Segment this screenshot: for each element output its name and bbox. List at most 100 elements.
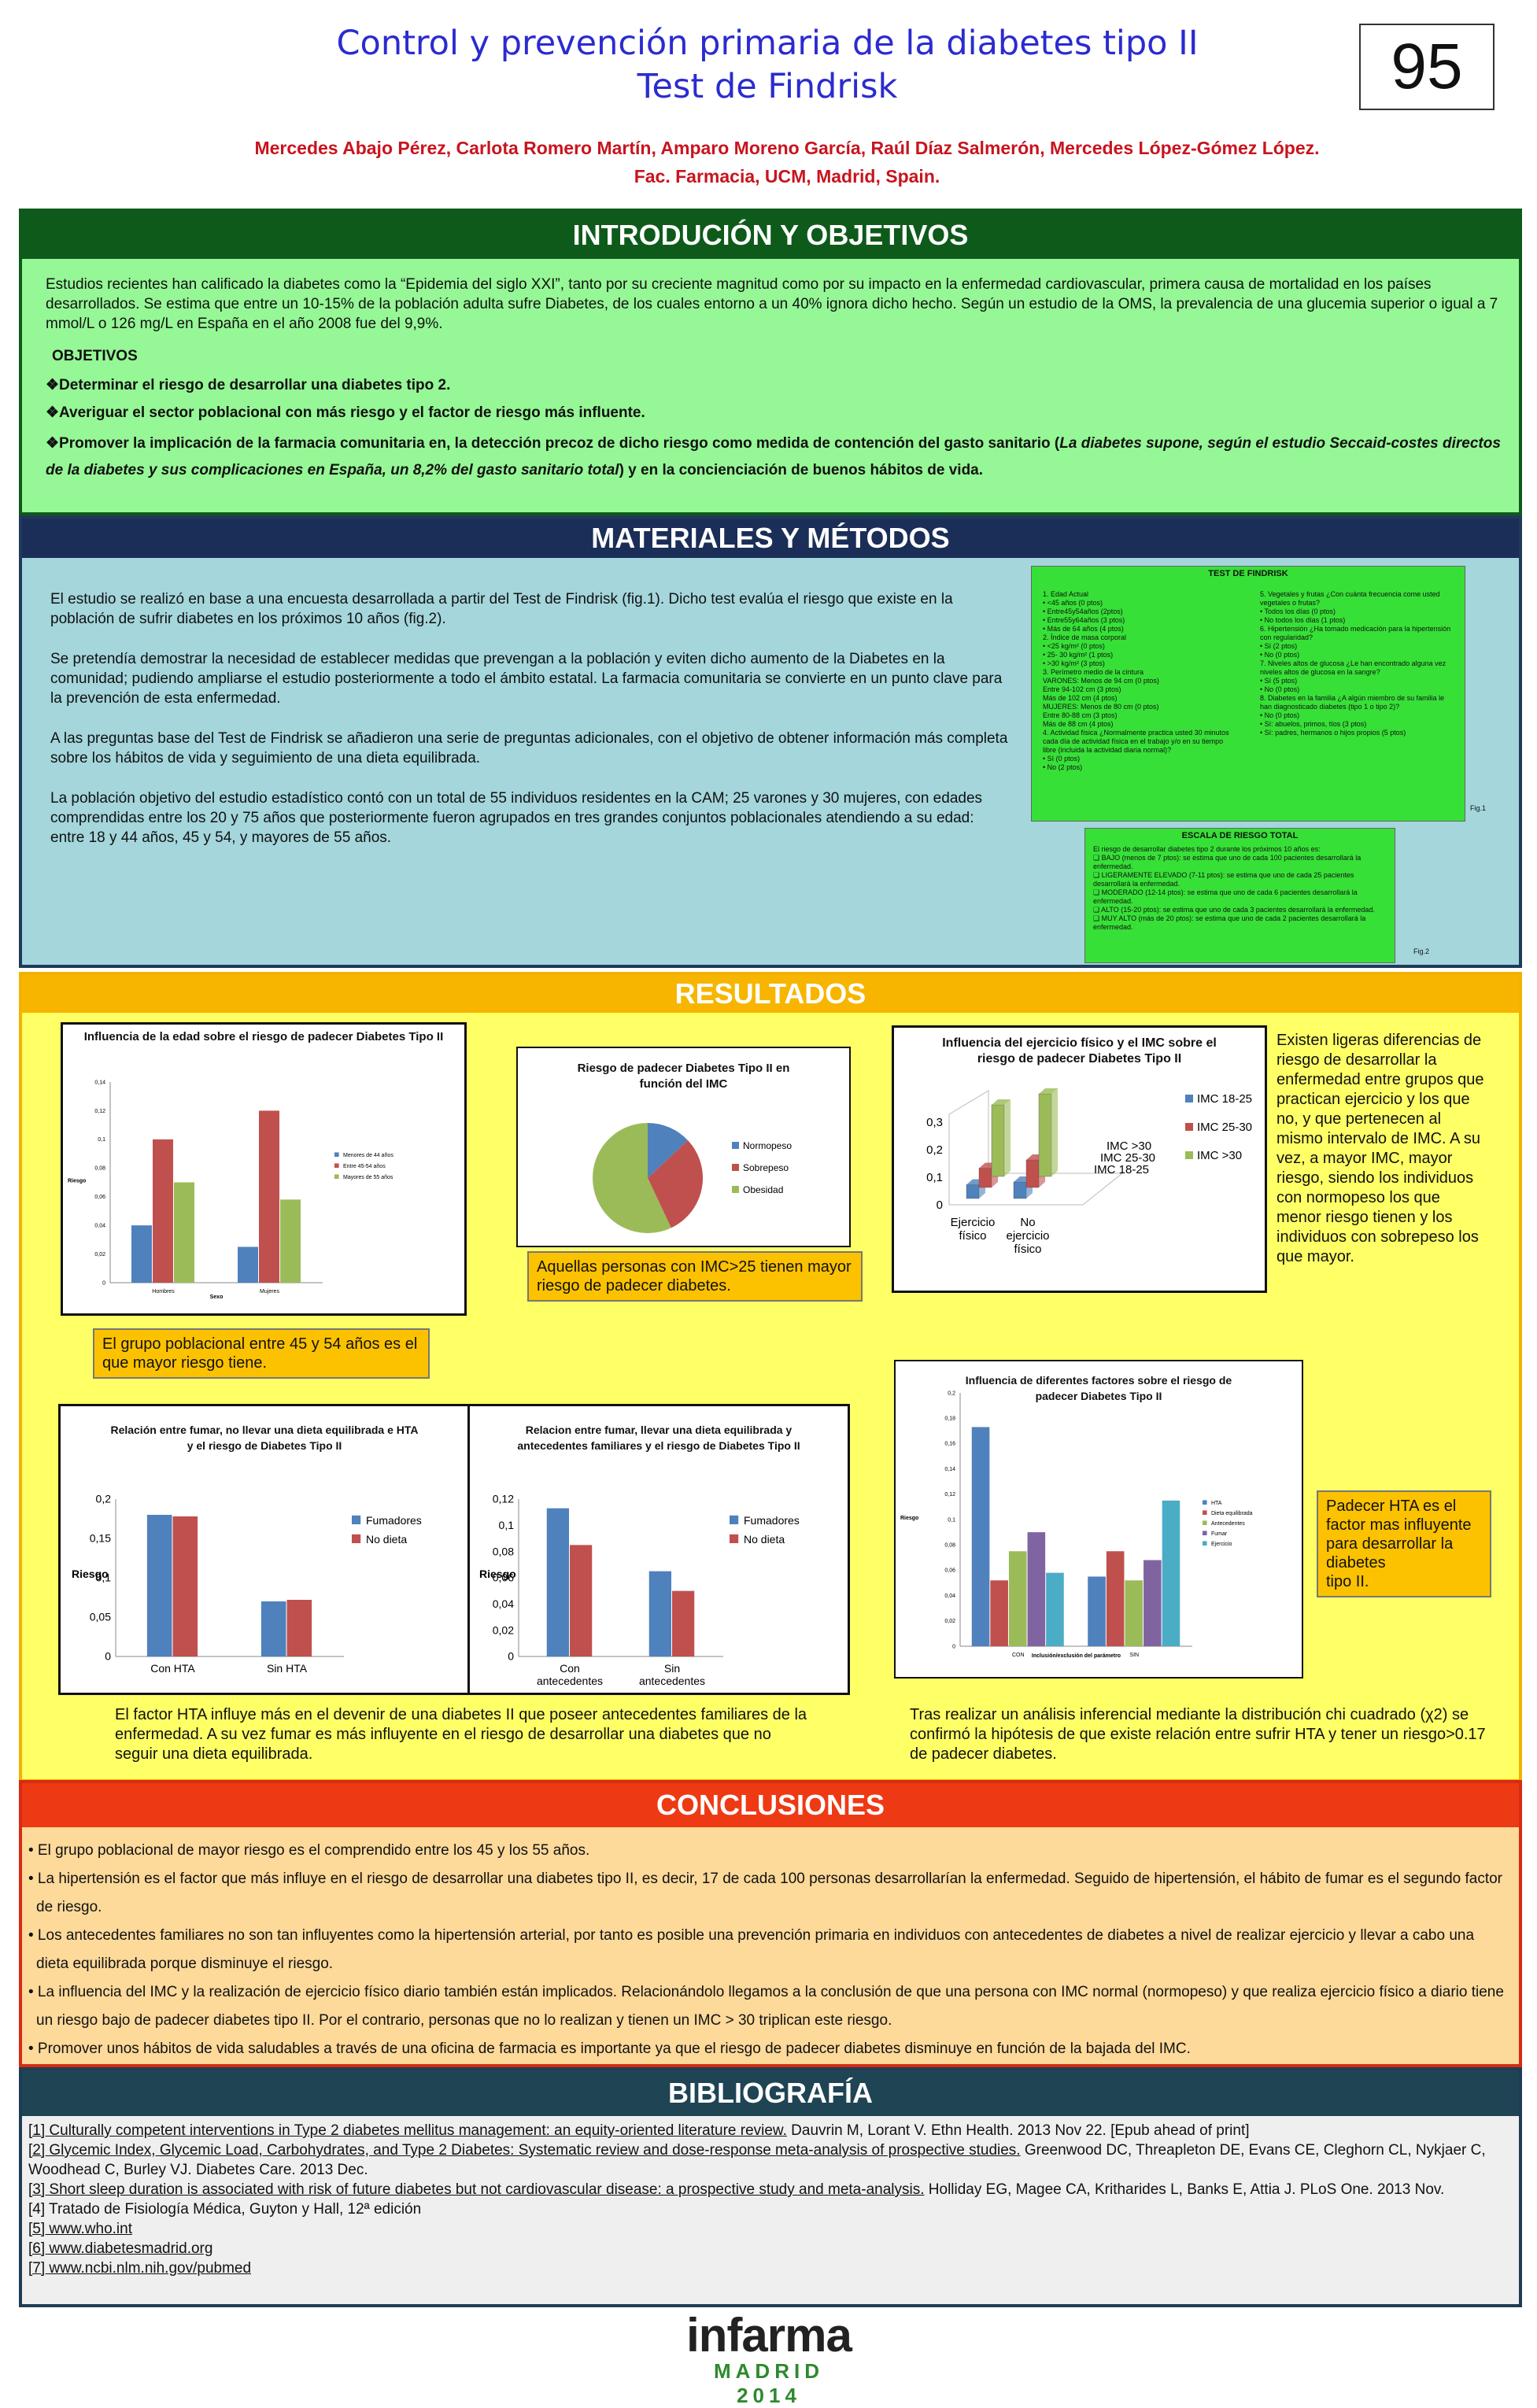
- chart-age: Influencia de la edad sobre el riesgo de…: [61, 1022, 467, 1316]
- tick-label: 0,12: [493, 1493, 514, 1505]
- findrisk-line: • Sí (0 ptos): [1043, 755, 1081, 763]
- axis-label: Inclusión/exclusión del parámetro: [1032, 1653, 1121, 1659]
- bar: [1027, 1532, 1046, 1646]
- tick-label: 0,1: [499, 1519, 515, 1531]
- findrisk-line: 8. Diabetes en la familia ¿A algún miemb…: [1260, 694, 1445, 711]
- bar: [1144, 1560, 1162, 1646]
- findrisk-line: • Más de 64 años (4 ptos): [1043, 625, 1124, 633]
- bar: [990, 1580, 1008, 1646]
- findrisk-line: • Sí: abuelos, primos, tíos (3 ptos): [1260, 720, 1367, 728]
- reference-link[interactable]: [6] www.diabetesmadrid.org: [28, 2240, 213, 2257]
- objective-2: ❖Averiguar el sector poblacional con más…: [46, 404, 645, 421]
- pie-slice: [648, 1123, 689, 1178]
- risk-scale-item: ❑ LIGERAMENTE ELEVADO (7-11 ptos): se es…: [1093, 871, 1354, 888]
- fig1-caption: Fig.1: [1470, 804, 1487, 812]
- note-hta: Padecer HTA es el factor mas influyente …: [1317, 1490, 1491, 1597]
- tick-label: 0: [952, 1644, 955, 1649]
- reference-link[interactable]: [7] www.ncbi.nlm.nih.gov/pubmed: [28, 2260, 252, 2277]
- legend-label: HTA: [1211, 1501, 1222, 1506]
- tick-label: 0,08: [944, 1543, 955, 1549]
- chart-exercise-svg: 00,10,20,3EjerciciofísicoNoejerciciofísi…: [926, 1088, 1252, 1256]
- reference-link[interactable]: [1] Culturally competent interventions i…: [28, 2122, 787, 2139]
- bar: [978, 1168, 992, 1188]
- methods-p1: El estudio se realizó en base a una encu…: [50, 591, 953, 627]
- chart-smoke-family: Relacion entre fumar, llevar una dieta e…: [467, 1404, 850, 1695]
- bar: [991, 1104, 1005, 1177]
- bar: [1125, 1580, 1144, 1646]
- depth-label: IMC 25-30: [1100, 1151, 1155, 1165]
- legend-label: IMC >30: [1197, 1149, 1242, 1162]
- axis-label: Riesgo: [72, 1568, 109, 1580]
- legend-swatch: [334, 1152, 339, 1157]
- legend-label: Dieta equilibrada: [1211, 1511, 1253, 1516]
- tick-label: 0,06: [493, 1571, 514, 1584]
- tick-label: 0,05: [90, 1611, 111, 1623]
- reference-item: [4] Tratado de Fisiología Médica, Guyton…: [28, 2199, 1509, 2219]
- bar: [971, 1427, 990, 1646]
- text-exercise: Existen ligeras diferencias de riesgo de…: [1277, 1032, 1484, 1265]
- reference-item: [7] www.ncbi.nlm.nih.gov/pubmed: [28, 2258, 1509, 2278]
- tick-label: 0,16: [944, 1442, 955, 1447]
- legend-label: Antecedentes: [1211, 1521, 1245, 1527]
- bar: [1038, 1093, 1052, 1177]
- tick-label: 0,18: [944, 1416, 955, 1422]
- findrisk-line: • Sí (2 ptos): [1260, 642, 1298, 650]
- findrisk-line: • No todos los días (1 ptos): [1260, 616, 1346, 624]
- chart-smoke-hta-svg: 0 0,05 0,1 0,15 0,2 Con HTA Sin HTA Riesgo Fumad…: [72, 1493, 422, 1675]
- findrisk-line: • 25- 30 kg/m² (1 ptos): [1043, 651, 1114, 659]
- legend-swatch: [1185, 1151, 1193, 1159]
- objective-3: ❖Promover la implicación de la farmacia …: [46, 435, 1501, 478]
- methods-p3: A las preguntas base del Test de Findris…: [50, 730, 1008, 766]
- bar: [966, 1184, 980, 1199]
- reference-text: [4] Tratado de Fisiología Médica, Guyton…: [28, 2201, 422, 2218]
- legend-swatch: [732, 1142, 739, 1149]
- risk-scale-item: ❑ MUY ALTO (más de 20 ptos): se estima q…: [1093, 914, 1366, 931]
- chart-imc-pie: Riesgo de padecer Diabetes Tipo II en fu…: [516, 1047, 851, 1247]
- category-label: Con: [560, 1662, 580, 1675]
- text-chi: Tras realizar un análisis inferencial me…: [910, 1706, 1486, 1763]
- reference-text: Greenwood DC, Threapleton DE, Evans CE, …: [28, 2142, 1486, 2178]
- tick-label: 0,08: [493, 1545, 514, 1557]
- bibliography-section: BIBLIOGRAFÍA [1] Culturally competent in…: [19, 2067, 1522, 2307]
- chart-wall: [948, 1090, 989, 1205]
- bar: [1088, 1576, 1106, 1646]
- poster-number: 95: [1359, 24, 1495, 110]
- reference-link[interactable]: [5] www.who.int: [28, 2221, 132, 2237]
- conclusions-heading: CONCLUSIONES: [22, 1783, 1519, 1827]
- reference-item: [5] www.who.int: [28, 2219, 1509, 2239]
- reference-link[interactable]: [2] Glycemic Index, Glycemic Load, Carbo…: [28, 2142, 1021, 2159]
- bar: [286, 1600, 312, 1656]
- findrisk-line: • No (0 ptos): [1260, 651, 1300, 659]
- tick-label: 0: [508, 1650, 514, 1663]
- legend-swatch: [334, 1163, 339, 1168]
- bibliography-heading: BIBLIOGRAFÍA: [22, 2070, 1519, 2116]
- findrisk-line: 2. Índice de masa corporal: [1043, 633, 1127, 641]
- risk-scale-item: ❑ ALTO (15-20 ptos): se estima que uno d…: [1093, 906, 1375, 914]
- legend-label: Normopeso: [743, 1140, 792, 1151]
- reference-item: [6] www.diabetesmadrid.org: [28, 2239, 1509, 2258]
- risk-scale-item: ❑ MODERADO (12-14 ptos): se estima que u…: [1093, 888, 1358, 905]
- legend-swatch: [730, 1515, 739, 1524]
- legend-label: Entre 45-54 años: [343, 1164, 386, 1169]
- legend-swatch: [732, 1164, 739, 1171]
- legend-swatch: [732, 1186, 739, 1193]
- methods-heading: MATERIALES Y MÉTODOS: [22, 519, 1519, 558]
- findrisk-line: 4. Actividad física ¿Normalmente practic…: [1043, 729, 1229, 754]
- intro-section: INTRODUCIÓN Y OBJETIVOS Estudios recient…: [19, 209, 1522, 515]
- results-heading: RESULTADOS: [22, 975, 1519, 1013]
- category-label: antecedentes: [639, 1675, 705, 1687]
- conclusion-item: • Los antecedentes familiares no son tan…: [28, 1927, 1475, 1972]
- chart-age-svg: 0 0,02 0,04 0,06 0,08 0,1 0,12 0,14 Hombres Mujer…: [68, 1080, 393, 1300]
- legend-label: Menores de 44 años: [343, 1153, 393, 1158]
- pie-slice: [648, 1140, 703, 1228]
- findrisk-line: Entre 94-102 cm (3 ptos): [1043, 685, 1121, 693]
- conclusions-section: CONCLUSIONES • El grupo poblacional de m…: [19, 1780, 1522, 2067]
- bar: [1013, 1181, 1027, 1199]
- findrisk-right-column: 5. Vegetales y frutas ¿Con cuánta frecue…: [1260, 590, 1457, 737]
- reference-link[interactable]: [3] Short sleep duration is associated w…: [28, 2181, 925, 2198]
- legend-label: IMC 25-30: [1197, 1121, 1252, 1134]
- legend-label: Mayores de 55 años: [343, 1175, 393, 1180]
- findrisk-line: • Todos los días (0 ptos): [1260, 608, 1336, 615]
- tick-label: 0,04: [94, 1223, 105, 1228]
- chart-title: Influencia del ejercicio físico y el IMC…: [942, 1036, 1217, 1066]
